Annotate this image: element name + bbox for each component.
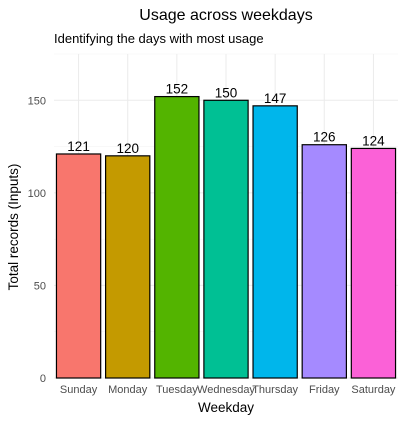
bar-monday: [104, 155, 151, 379]
data-label-sunday: 121: [67, 139, 90, 154]
y-tick-label: 50: [34, 280, 46, 292]
bars: [55, 95, 397, 379]
y-tick-labels: 0 50 100 150: [28, 95, 46, 385]
data-label-wednesday: 150: [215, 85, 238, 100]
bar-saturday: [350, 147, 397, 379]
bar-wednesday: [203, 99, 249, 379]
y-axis-title: Total records (Inputs): [6, 164, 21, 291]
data-label-thursday: 147: [264, 91, 287, 106]
x-tick-label: Monday: [108, 384, 148, 396]
chart-subtitle: Identifying the days with most usage: [54, 31, 264, 46]
x-axis-title: Weekday: [198, 400, 254, 415]
chart-title: Usage across weekdays: [139, 7, 312, 24]
bar-sunday: [55, 153, 102, 379]
bar-thursday: [252, 105, 298, 379]
x-tick-label: Tuesday: [156, 384, 198, 396]
x-tick-label: Saturday: [351, 384, 396, 396]
bar-friday: [301, 144, 347, 379]
data-label-tuesday: 152: [166, 82, 189, 97]
x-tick-label: Sunday: [60, 384, 98, 396]
data-label-friday: 126: [313, 130, 336, 145]
x-tick-label: Friday: [309, 384, 340, 396]
y-tick-label: 150: [28, 95, 46, 107]
y-tick-label: 0: [40, 373, 46, 385]
x-tick-label: Wednesday: [197, 384, 255, 396]
data-labels: 121 120 152 150 147 126 124: [67, 82, 385, 156]
data-label-monday: 120: [116, 141, 139, 156]
x-tick-label: Thursday: [252, 384, 298, 396]
data-label-saturday: 124: [362, 133, 385, 148]
bar-tuesday: [154, 95, 200, 379]
y-tick-label: 100: [28, 188, 46, 200]
